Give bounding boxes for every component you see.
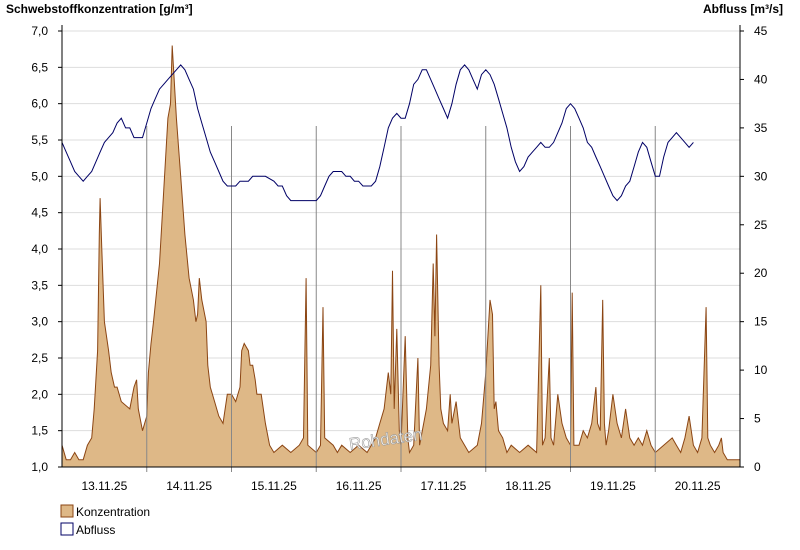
legend-swatch [60, 504, 74, 518]
right-tick-label: 0 [754, 460, 761, 474]
x-tick-label: 15.11.25 [251, 479, 297, 493]
right-tick-label: 10 [754, 363, 768, 377]
left-tick-label: 1,0 [31, 460, 48, 474]
x-tick-label: 14.11.25 [166, 479, 212, 493]
right-tick-label: 15 [754, 315, 768, 329]
right-tick-label: 45 [754, 24, 768, 38]
left-tick-label: 5,0 [31, 169, 48, 183]
concentration-area [61, 45, 741, 468]
left-tick-label: 3,0 [31, 315, 48, 329]
left-tick-label: 6,0 [31, 97, 48, 111]
flow-series [61, 64, 694, 202]
right-tick-label: 40 [754, 72, 768, 86]
left-tick-label: 4,5 [31, 206, 48, 220]
x-tick-label: 16.11.25 [336, 479, 382, 493]
left-tick-label: 2,0 [31, 387, 48, 401]
left-tick-label: 4,0 [31, 242, 48, 256]
concentration-series [61, 45, 741, 468]
left-tick-label: 7,0 [31, 24, 48, 38]
left-tick-label: 2,5 [31, 351, 48, 365]
legend-label: Abfluss [76, 523, 115, 537]
x-tick-label: 13.11.25 [81, 479, 127, 493]
x-tick-label: 19.11.25 [590, 479, 636, 493]
left-tick-label: 3,5 [31, 278, 48, 292]
flow-line [61, 64, 694, 202]
right-tick-label: 30 [754, 169, 768, 183]
right-tick-label: 35 [754, 121, 768, 135]
x-tick-label: 20.11.25 [675, 479, 721, 493]
left-tick-label: 6,5 [31, 60, 48, 74]
legend-label: Konzentration [76, 505, 150, 519]
right-axis-title: Abfluss [m³/s] [703, 2, 783, 16]
legend-swatch [60, 522, 74, 536]
left-axis-title: Schwebstoffkonzentration [g/m³] [6, 2, 193, 16]
left-tick-label: 1,5 [31, 424, 48, 438]
x-tick-label: 17.11.25 [420, 479, 466, 493]
day-dividers [146, 126, 656, 472]
x-tick-label: 18.11.25 [505, 479, 551, 493]
legend: Konzentration Abfluss [60, 504, 150, 537]
axes: 1,0 1,5 2,0 2,5 3,0 3,5 4,0 4,5 5,0 5,5 6,0 6,5 7,0 0… [31, 24, 767, 493]
right-tick-label: 5 [754, 412, 761, 426]
right-tick-label: 20 [754, 266, 768, 280]
left-tick-label: 5,5 [31, 133, 48, 147]
right-tick-label: 25 [754, 218, 768, 232]
